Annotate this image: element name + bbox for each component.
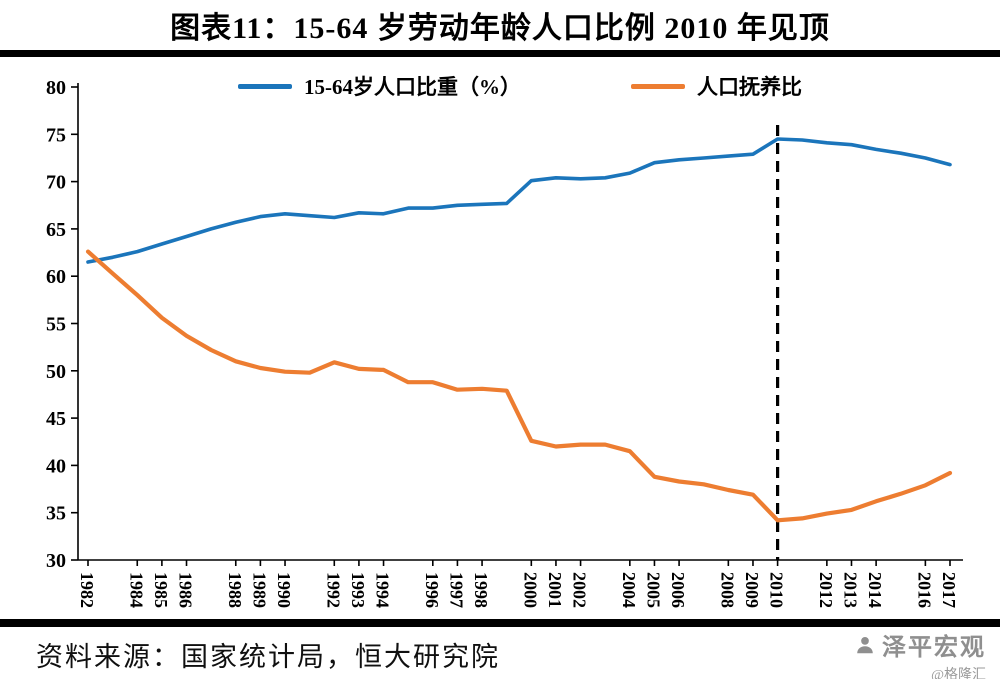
legend-item-working-age-share: 15-64岁人口比重（%） bbox=[238, 71, 521, 101]
svg-text:1993: 1993 bbox=[348, 572, 368, 608]
svg-text:2004: 2004 bbox=[619, 572, 639, 608]
watermark-handle: @格隆汇 bbox=[931, 668, 986, 679]
svg-text:1990: 1990 bbox=[274, 572, 294, 608]
chart-title: 图表11：15-64 岁劳动年龄人口比例 2010 年见顶 bbox=[0, 0, 1000, 50]
svg-text:30: 30 bbox=[46, 550, 66, 572]
svg-text:2006: 2006 bbox=[668, 572, 688, 608]
watermark: 泽平宏观 @格隆汇 bbox=[854, 627, 986, 679]
svg-text:70: 70 bbox=[46, 172, 66, 194]
svg-text:1994: 1994 bbox=[373, 572, 393, 608]
svg-text:65: 65 bbox=[46, 219, 66, 241]
svg-text:2013: 2013 bbox=[840, 572, 860, 608]
svg-text:2016: 2016 bbox=[914, 572, 934, 608]
legend-label-dependency-ratio: 人口抚养比 bbox=[697, 75, 802, 99]
line-chart: 30 35 40 45 50 55 60 65 70 75 80 1982 1984 1985 1986 19… bbox=[46, 77, 963, 608]
zeping-logo-icon bbox=[857, 636, 873, 653]
source-note: 资料来源：国家统计局，恒大研究院 bbox=[36, 642, 500, 672]
svg-text:2010: 2010 bbox=[767, 572, 787, 608]
svg-text:1989: 1989 bbox=[249, 572, 269, 608]
svg-text:2005: 2005 bbox=[643, 572, 663, 608]
svg-text:60: 60 bbox=[46, 266, 66, 288]
svg-text:1998: 1998 bbox=[471, 572, 491, 608]
svg-text:1992: 1992 bbox=[323, 572, 343, 608]
svg-text:55: 55 bbox=[46, 314, 66, 336]
legend-line-blue-icon bbox=[238, 83, 292, 89]
svg-text:35: 35 bbox=[46, 503, 66, 525]
top-divider bbox=[0, 50, 1000, 57]
svg-text:2000: 2000 bbox=[520, 572, 540, 608]
watermark-brand-row: 泽平宏观 bbox=[854, 627, 986, 662]
svg-text:1996: 1996 bbox=[422, 572, 442, 608]
svg-text:2009: 2009 bbox=[742, 572, 762, 608]
chart-title-text: 图表11：15-64 岁劳动年龄人口比例 2010 年见顶 bbox=[170, 12, 830, 45]
svg-text:50: 50 bbox=[46, 361, 66, 383]
legend-label-working-age-share: 15-64岁人口比重（%） bbox=[304, 75, 521, 99]
svg-text:1986: 1986 bbox=[176, 572, 196, 608]
watermark-brand: 泽平宏观 bbox=[882, 635, 986, 661]
svg-text:2008: 2008 bbox=[717, 572, 737, 608]
svg-text:75: 75 bbox=[46, 124, 66, 146]
svg-text:40: 40 bbox=[46, 455, 66, 477]
svg-text:2014: 2014 bbox=[865, 572, 885, 608]
svg-text:2002: 2002 bbox=[570, 572, 590, 608]
svg-text:2001: 2001 bbox=[545, 572, 565, 608]
chart-area: 30 35 40 45 50 55 60 65 70 75 80 1982 1984 1985 1986 19… bbox=[0, 57, 1000, 619]
svg-text:1985: 1985 bbox=[151, 572, 171, 608]
legend: 15-64岁人口比重（%） 人口抚养比 bbox=[0, 71, 1000, 101]
legend-item-dependency-ratio: 人口抚养比 bbox=[631, 71, 802, 101]
footer: 资料来源：国家统计局，恒大研究院 泽平宏观 @格隆汇 bbox=[0, 627, 1000, 679]
svg-text:2017: 2017 bbox=[939, 572, 959, 608]
svg-text:45: 45 bbox=[46, 408, 66, 430]
svg-text:1984: 1984 bbox=[126, 572, 146, 608]
svg-text:1997: 1997 bbox=[446, 572, 466, 608]
svg-text:1988: 1988 bbox=[225, 572, 245, 608]
bottom-divider bbox=[0, 619, 1000, 627]
svg-text:1982: 1982 bbox=[77, 572, 97, 608]
legend-line-orange-icon bbox=[631, 83, 685, 89]
svg-text:80: 80 bbox=[46, 77, 66, 99]
svg-text:2012: 2012 bbox=[816, 572, 836, 608]
